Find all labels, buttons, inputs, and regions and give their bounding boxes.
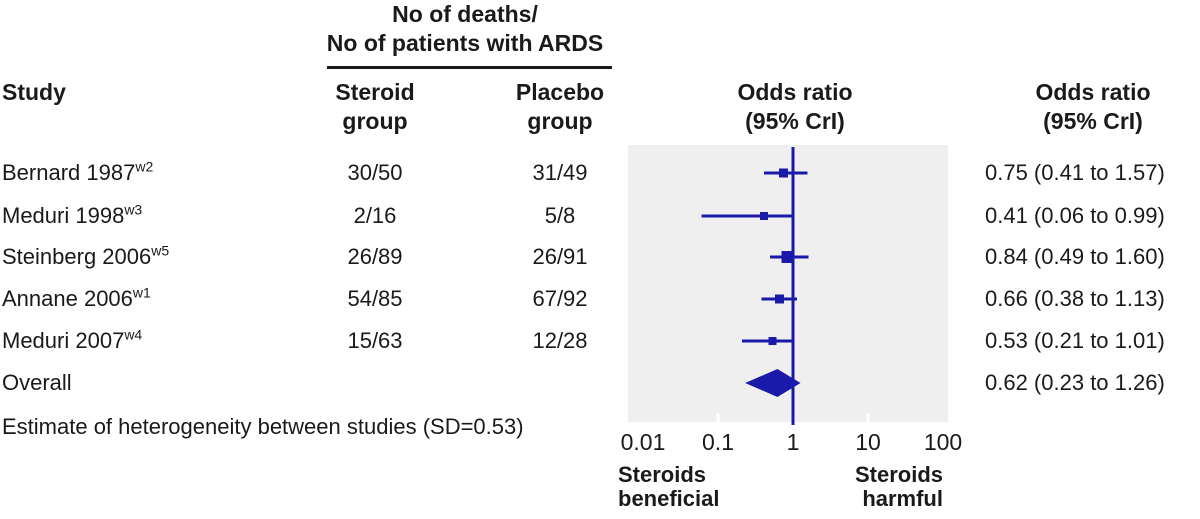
study-name: Meduri 1998w3 (2, 203, 142, 229)
odds-ratio-plot-header-line2: (95% CrI) (745, 108, 845, 134)
x-axis-tick-label: 1 (786, 429, 800, 455)
placebo-column-header-line1: Placebo (515, 79, 605, 105)
odds-ratio-text-header: Odds ratio (95% CrI) (1035, 78, 1150, 136)
overall-label: Overall (2, 370, 72, 395)
study-column-header: Study (2, 79, 66, 105)
confidence-interval-line (701, 214, 793, 218)
odds-ratio-value: 0.75 (0.41 to 1.57) (985, 160, 1165, 185)
heterogeneity-note: Estimate of heterogeneity between studie… (2, 414, 524, 439)
confidence-interval-line (742, 339, 794, 343)
reference-superscript: w4 (124, 326, 143, 343)
study-name: Meduri 2007w4 (2, 328, 142, 354)
odds-ratio-plot-header-line1: Odds ratio (737, 79, 853, 105)
header-rule (327, 66, 612, 69)
forest-plot-canvas (701, 147, 870, 425)
overall-odds-ratio-value: 0.62 (0.23 to 1.26) (985, 370, 1165, 395)
x-axis-tick-label: 0.1 (702, 429, 734, 455)
steroids-harmful-line1: Steroids (854, 462, 943, 487)
steroid-column-header-line1: Steroid (335, 79, 415, 105)
steroid-count: 54/85 (347, 286, 403, 311)
steroid-count: 2/16 (353, 203, 397, 228)
point-estimate-marker (768, 337, 777, 345)
steroids-beneficial-label: Steroids beneficial (618, 463, 719, 511)
placebo-count: 12/28 (532, 328, 588, 353)
steroids-harmful-label: Steroids harmful (855, 463, 943, 511)
placebo-count: 5/8 (544, 203, 576, 228)
reference-superscript: w2 (135, 158, 154, 175)
odds-ratio-plot-header: Odds ratio (95% CrI) (737, 78, 852, 136)
study-name: Bernard 1987w2 (2, 160, 153, 186)
steroids-beneficial-line1: Steroids (618, 462, 707, 487)
axis-tick-notch (866, 413, 870, 422)
point-estimate-marker (759, 212, 768, 220)
plot-area (628, 145, 948, 425)
point-estimate-marker (779, 168, 789, 178)
counts-header: No of deaths/ No of patients with ARDS (327, 0, 603, 58)
odds-ratio-value: 0.66 (0.38 to 1.13) (985, 286, 1165, 311)
steroids-beneficial-line2: beneficial (618, 486, 720, 511)
axis-tick-notch (716, 413, 720, 422)
x-axis-tick-label: 0.01 (620, 429, 666, 455)
steroid-column-header: Steroid group (335, 78, 414, 136)
reference-superscript: w1 (132, 284, 151, 301)
odds-ratio-value: 0.41 (0.06 to 0.99) (985, 203, 1165, 228)
study-name-text: Steinberg 2006 (2, 244, 152, 269)
study-name-text: Bernard 1987 (2, 160, 136, 185)
placebo-count: 31/49 (532, 160, 588, 185)
x-axis-tick-label: 10 (855, 429, 881, 455)
point-estimate-marker (774, 294, 784, 304)
odds-ratio-value: 0.84 (0.49 to 1.60) (985, 244, 1165, 269)
overall-diamond (745, 369, 801, 397)
reference-superscript: w3 (124, 201, 143, 218)
study-name-text: Meduri 1998 (2, 203, 125, 228)
odds-ratio-text-header-line1: Odds ratio (1035, 79, 1151, 105)
placebo-column-header-line2: group (527, 108, 593, 134)
steroid-column-header-line2: group (342, 108, 408, 134)
steroid-count: 15/63 (347, 328, 403, 353)
odds-ratio-text-header-line2: (95% CrI) (1043, 108, 1143, 134)
counts-header-line1: No of deaths/ (392, 1, 538, 27)
study-name-text: Meduri 2007 (2, 328, 125, 353)
steroids-harmful-line2: harmful (862, 486, 943, 511)
placebo-count: 67/92 (532, 286, 588, 311)
point-estimate-marker (781, 251, 794, 263)
study-name: Steinberg 2006w5 (2, 244, 169, 270)
placebo-count: 26/91 (532, 244, 588, 269)
steroid-count: 26/89 (347, 244, 403, 269)
x-axis-tick-label: 100 (923, 429, 963, 455)
study-name: Annane 2006w1 (2, 286, 151, 312)
counts-header-line2: No of patients with ARDS (326, 30, 604, 56)
placebo-column-header: Placebo group (516, 78, 604, 136)
study-name-text: Annane 2006 (2, 286, 133, 311)
steroid-count: 30/50 (347, 160, 403, 185)
reference-line (791, 147, 795, 425)
odds-ratio-value: 0.53 (0.21 to 1.01) (985, 328, 1165, 353)
reference-superscript: w5 (151, 242, 170, 259)
